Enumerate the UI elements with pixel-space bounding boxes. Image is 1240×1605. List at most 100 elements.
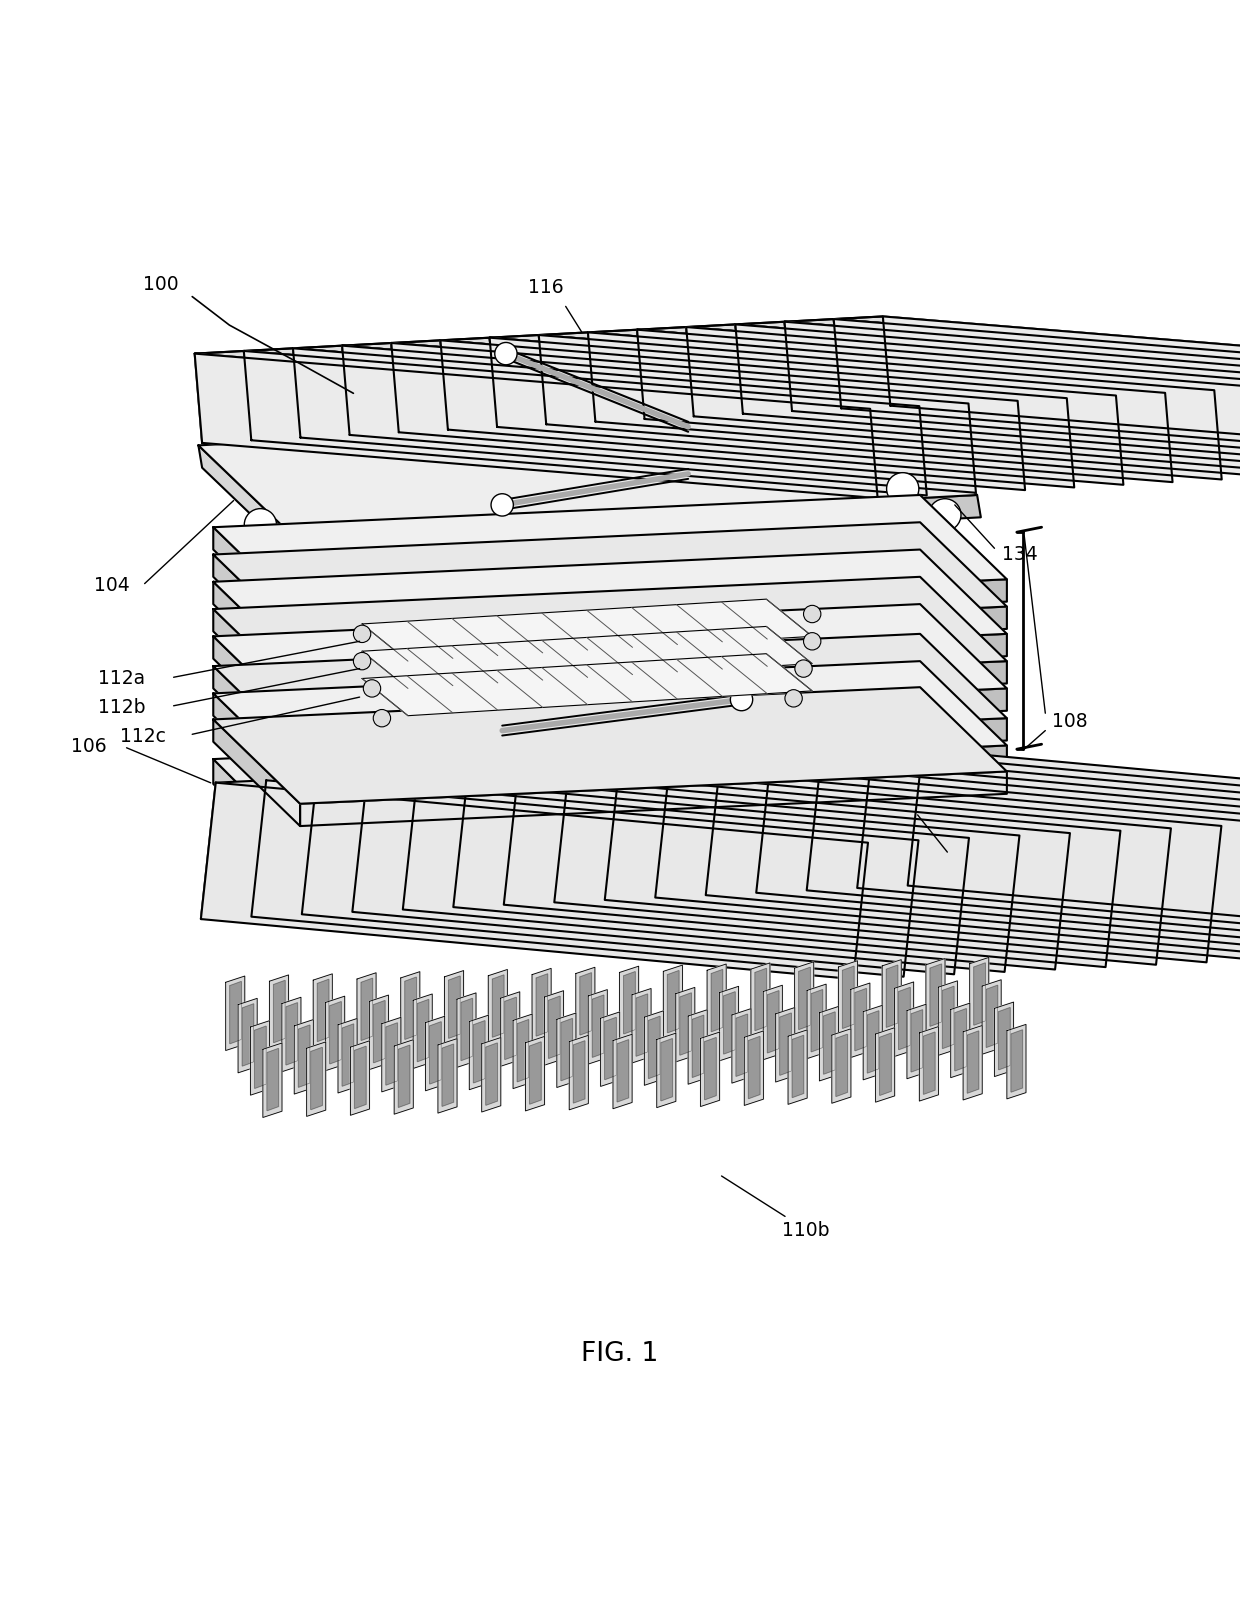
Circle shape	[929, 499, 961, 531]
Polygon shape	[213, 759, 300, 870]
Polygon shape	[811, 990, 822, 1051]
Polygon shape	[401, 971, 420, 1046]
Polygon shape	[719, 987, 739, 1061]
Polygon shape	[213, 661, 1007, 778]
Polygon shape	[704, 1037, 717, 1099]
Polygon shape	[924, 1032, 935, 1095]
Polygon shape	[294, 1019, 314, 1095]
Circle shape	[887, 472, 919, 506]
Polygon shape	[785, 319, 1240, 377]
Polygon shape	[362, 599, 812, 661]
Polygon shape	[737, 1014, 748, 1077]
Circle shape	[804, 605, 821, 623]
Polygon shape	[461, 998, 472, 1061]
Polygon shape	[807, 754, 1240, 950]
Polygon shape	[732, 1008, 751, 1083]
Polygon shape	[440, 340, 1123, 485]
Polygon shape	[405, 977, 417, 1040]
Polygon shape	[289, 494, 981, 554]
Polygon shape	[352, 775, 1019, 973]
Polygon shape	[970, 958, 988, 1032]
Polygon shape	[735, 321, 792, 414]
Polygon shape	[317, 979, 329, 1042]
Polygon shape	[469, 1016, 489, 1090]
Polygon shape	[573, 1042, 585, 1103]
Polygon shape	[712, 969, 723, 1032]
Polygon shape	[867, 1011, 879, 1074]
Polygon shape	[300, 812, 1007, 870]
Polygon shape	[505, 997, 516, 1059]
Polygon shape	[707, 965, 727, 1038]
Polygon shape	[538, 332, 595, 424]
Polygon shape	[636, 993, 647, 1056]
Polygon shape	[649, 1016, 660, 1079]
Polygon shape	[735, 321, 1240, 379]
Polygon shape	[661, 1038, 672, 1101]
Polygon shape	[474, 1021, 485, 1083]
Polygon shape	[201, 783, 868, 979]
Polygon shape	[667, 971, 680, 1032]
Polygon shape	[229, 982, 242, 1043]
Polygon shape	[692, 1016, 704, 1077]
Polygon shape	[785, 321, 1240, 465]
Circle shape	[795, 660, 812, 677]
Polygon shape	[792, 1035, 804, 1098]
Polygon shape	[756, 756, 1240, 953]
Polygon shape	[490, 337, 1173, 482]
Polygon shape	[538, 335, 1221, 480]
Polygon shape	[676, 987, 694, 1063]
Polygon shape	[706, 756, 771, 896]
Text: 110a: 110a	[851, 319, 898, 339]
Polygon shape	[293, 345, 1018, 403]
Polygon shape	[490, 335, 546, 427]
Polygon shape	[832, 1029, 851, 1103]
Polygon shape	[213, 576, 1007, 693]
Polygon shape	[300, 717, 1007, 772]
Polygon shape	[955, 1008, 966, 1071]
Polygon shape	[513, 1014, 532, 1088]
Polygon shape	[875, 1027, 895, 1103]
Polygon shape	[863, 1005, 883, 1080]
Polygon shape	[226, 976, 244, 1051]
Polygon shape	[195, 351, 919, 409]
Polygon shape	[807, 984, 826, 1059]
Polygon shape	[1011, 1030, 1023, 1091]
Polygon shape	[557, 1013, 575, 1088]
Polygon shape	[613, 1034, 632, 1109]
Circle shape	[353, 653, 371, 669]
Circle shape	[495, 342, 517, 364]
Polygon shape	[785, 319, 841, 411]
Polygon shape	[267, 1048, 279, 1111]
Polygon shape	[963, 1026, 982, 1099]
Circle shape	[785, 690, 802, 708]
Polygon shape	[440, 337, 497, 430]
Polygon shape	[398, 1045, 409, 1107]
Polygon shape	[213, 554, 300, 661]
Polygon shape	[768, 990, 779, 1053]
Polygon shape	[454, 770, 1121, 968]
Polygon shape	[213, 634, 1007, 751]
Polygon shape	[362, 653, 812, 716]
Polygon shape	[605, 761, 670, 900]
Polygon shape	[449, 976, 460, 1038]
Polygon shape	[311, 1048, 322, 1109]
Polygon shape	[444, 971, 464, 1045]
Polygon shape	[361, 979, 372, 1040]
Polygon shape	[632, 989, 651, 1063]
Polygon shape	[919, 1027, 939, 1101]
Polygon shape	[281, 997, 301, 1072]
Polygon shape	[554, 766, 1221, 963]
Polygon shape	[213, 725, 1007, 846]
Polygon shape	[857, 751, 1240, 949]
Polygon shape	[269, 974, 289, 1050]
Polygon shape	[213, 549, 1007, 666]
Polygon shape	[274, 981, 285, 1043]
Polygon shape	[618, 1040, 629, 1103]
Polygon shape	[301, 778, 968, 974]
Polygon shape	[213, 581, 300, 689]
Text: 116: 116	[528, 278, 563, 297]
Polygon shape	[795, 961, 813, 1037]
Polygon shape	[951, 1003, 970, 1077]
Polygon shape	[994, 1002, 1013, 1077]
Polygon shape	[503, 769, 1171, 965]
